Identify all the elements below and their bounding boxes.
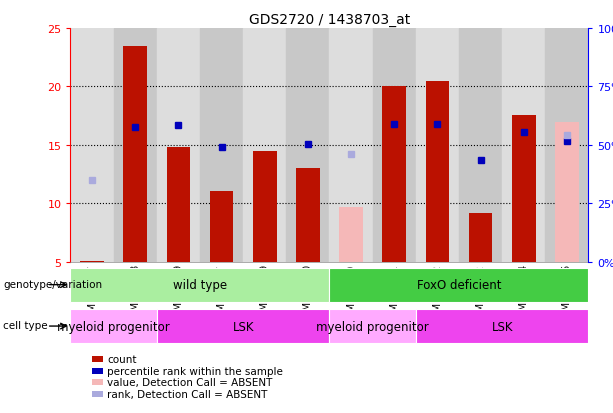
- Text: LSK: LSK: [492, 320, 513, 333]
- Bar: [70, 268, 330, 302]
- Bar: [253, 152, 276, 262]
- Text: genotype/variation: genotype/variation: [3, 279, 102, 289]
- Bar: [296, 169, 320, 262]
- Text: LSK: LSK: [232, 320, 254, 333]
- Bar: [113, 29, 157, 262]
- Title: GDS2720 / 1438703_at: GDS2720 / 1438703_at: [249, 12, 410, 26]
- Bar: [512, 115, 536, 262]
- Bar: [469, 213, 492, 262]
- Text: myeloid progenitor: myeloid progenitor: [57, 320, 170, 333]
- Bar: [330, 309, 416, 343]
- Bar: [373, 29, 416, 262]
- Bar: [70, 29, 113, 262]
- Text: cell type: cell type: [3, 320, 48, 330]
- Text: percentile rank within the sample: percentile rank within the sample: [107, 366, 283, 376]
- Text: value, Detection Call = ABSENT: value, Detection Call = ABSENT: [107, 377, 273, 387]
- Bar: [416, 309, 588, 343]
- Bar: [416, 29, 459, 262]
- Bar: [123, 46, 147, 262]
- Bar: [200, 29, 243, 262]
- Bar: [80, 261, 104, 262]
- Text: FoxO deficient: FoxO deficient: [417, 278, 501, 292]
- Bar: [339, 207, 363, 262]
- Text: wild type: wild type: [173, 278, 227, 292]
- Text: rank, Detection Call = ABSENT: rank, Detection Call = ABSENT: [107, 389, 268, 399]
- Bar: [383, 87, 406, 262]
- Bar: [330, 268, 588, 302]
- Bar: [546, 29, 588, 262]
- Bar: [330, 29, 373, 262]
- Bar: [425, 81, 449, 262]
- Text: count: count: [107, 354, 137, 364]
- Bar: [243, 29, 286, 262]
- Bar: [210, 191, 234, 262]
- Bar: [157, 309, 330, 343]
- Text: myeloid progenitor: myeloid progenitor: [316, 320, 429, 333]
- Bar: [502, 29, 546, 262]
- Bar: [459, 29, 502, 262]
- Bar: [157, 29, 200, 262]
- Bar: [70, 309, 157, 343]
- Bar: [167, 148, 190, 262]
- Bar: [286, 29, 330, 262]
- Bar: [555, 122, 579, 262]
